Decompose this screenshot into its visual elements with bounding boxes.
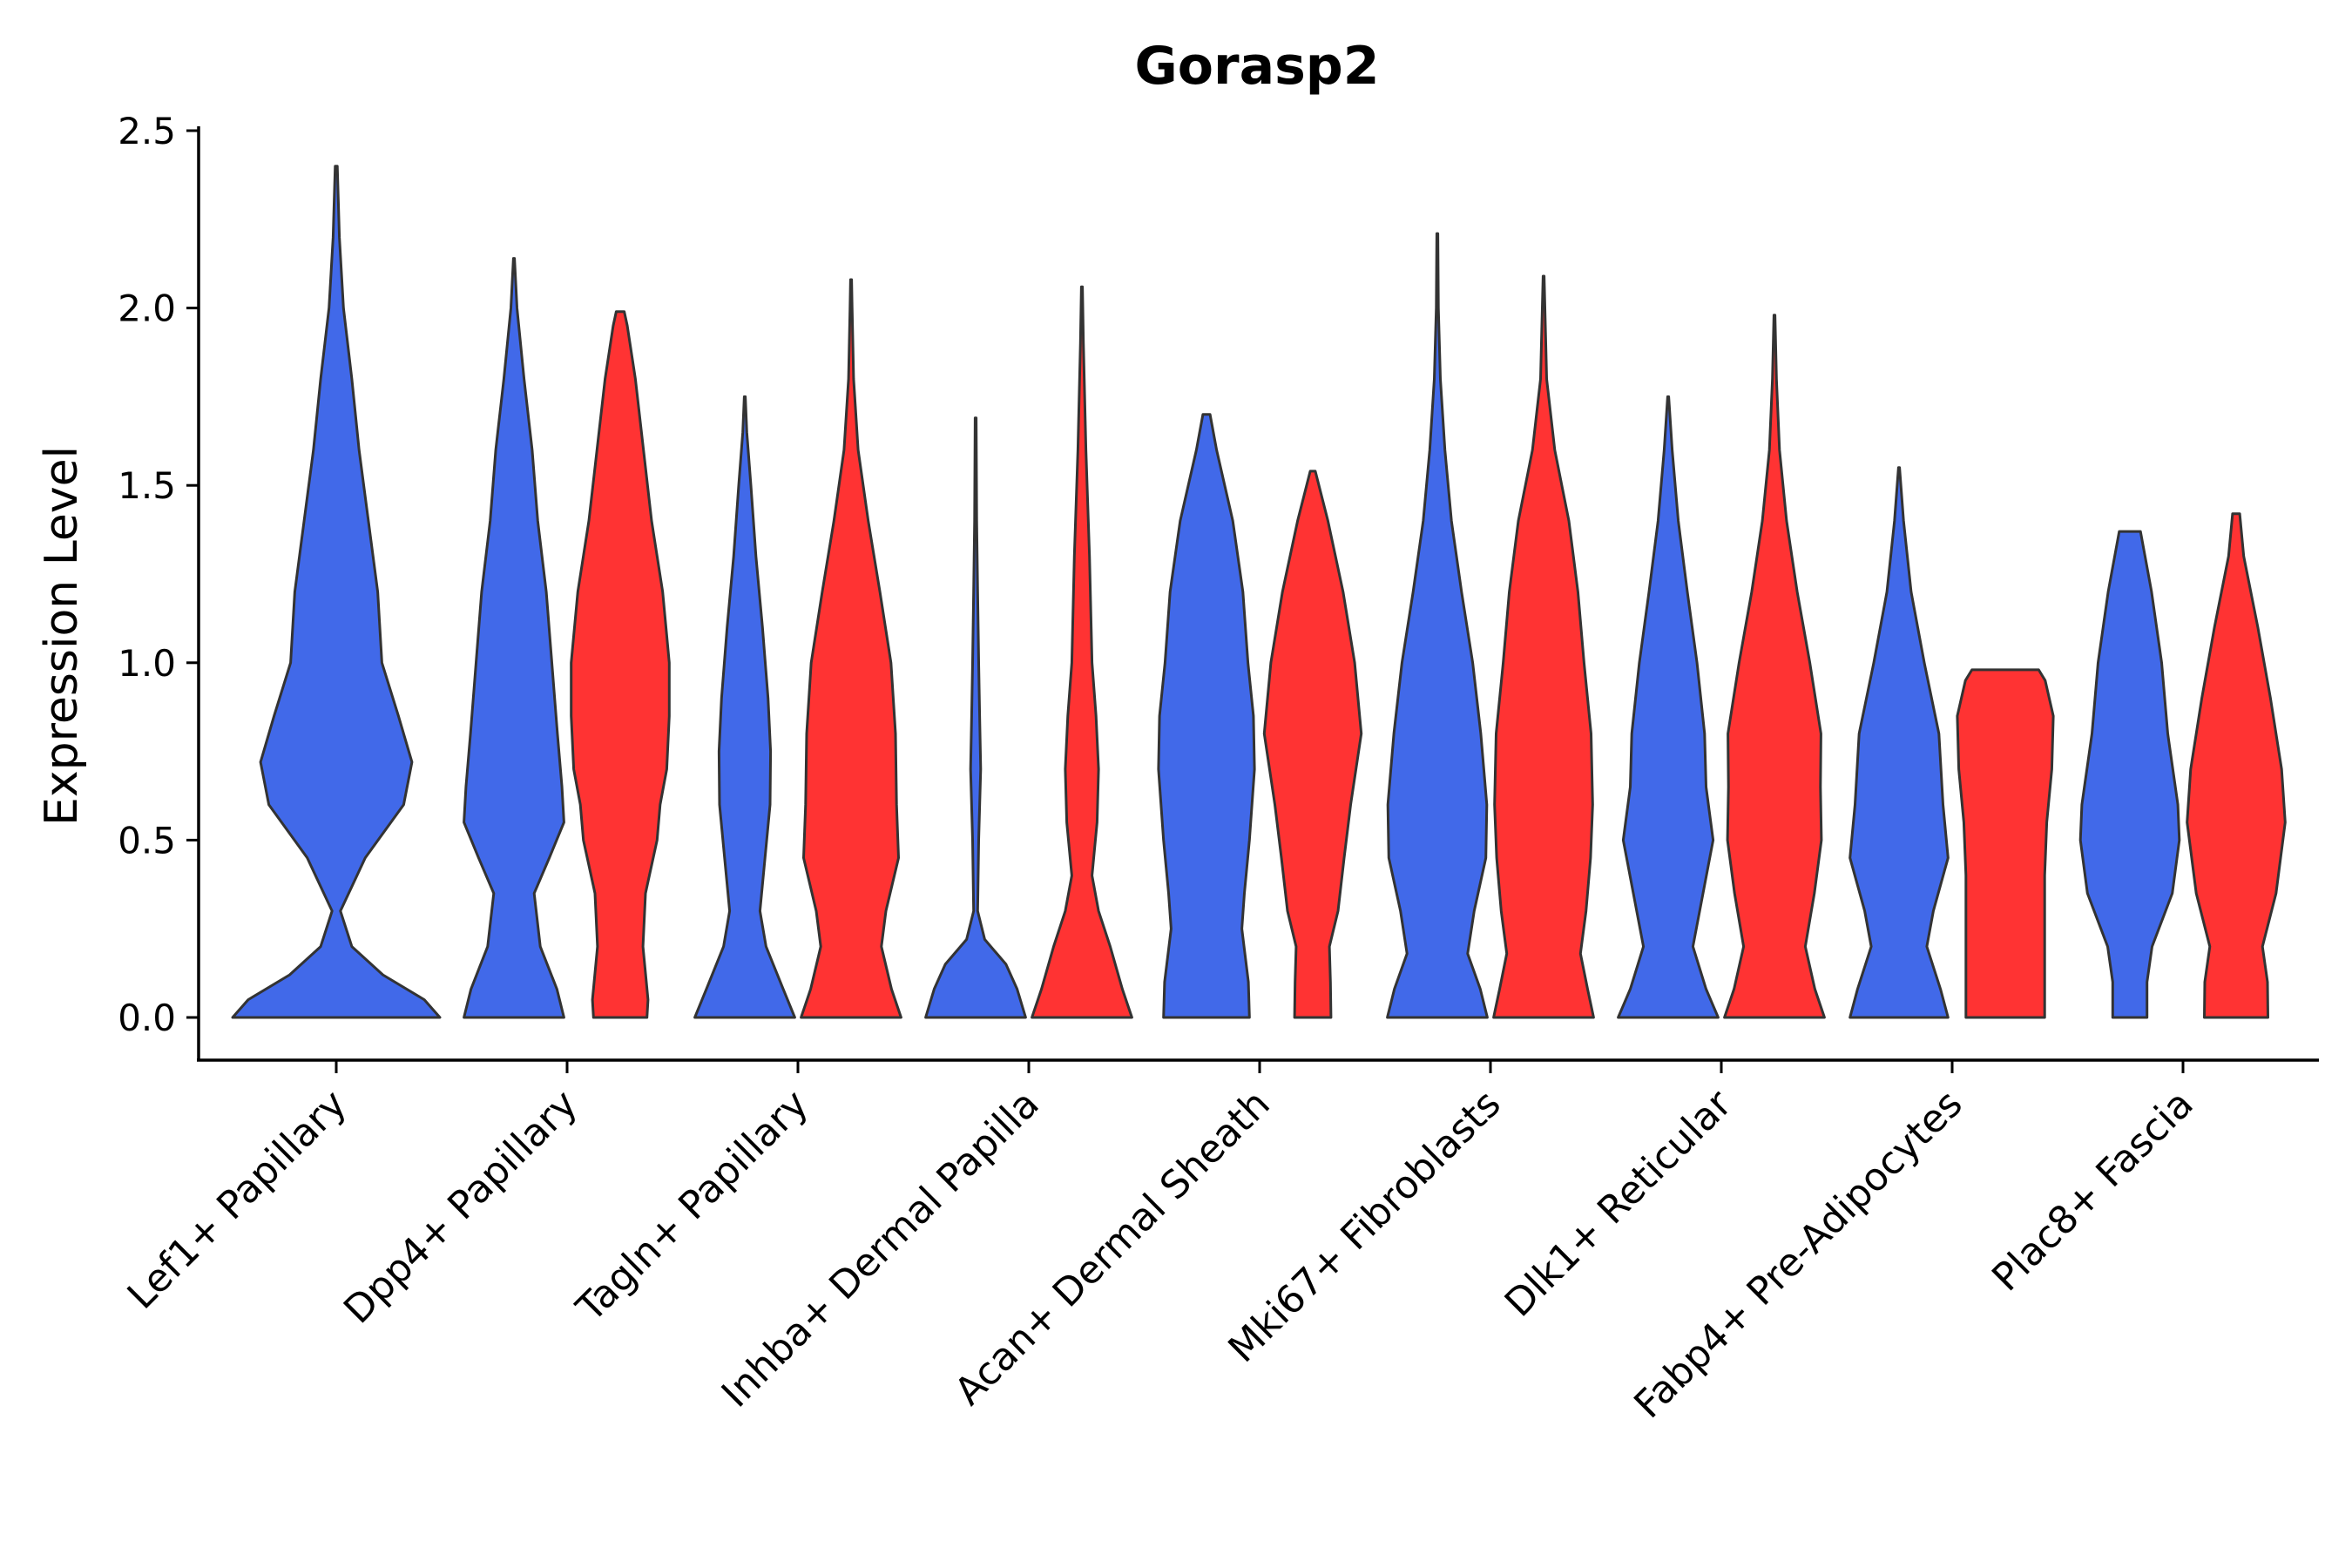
violin-blue-8	[1848, 466, 1950, 1019]
violin-blue-1	[231, 165, 442, 1019]
violin-blue-2	[463, 257, 565, 1019]
violin-red-2	[570, 310, 671, 1019]
y-tick-label: 2.0	[118, 287, 176, 330]
chart-title: Gorasp2	[1135, 36, 1380, 97]
violin-red-5	[1262, 470, 1363, 1019]
violin-blue-9	[2078, 530, 2181, 1019]
violin-red-7	[1723, 314, 1826, 1019]
x-tick-label: Dpp4+ Papillary	[335, 1082, 586, 1333]
x-tick-label: Tagln+ Papillary	[568, 1082, 817, 1331]
violin-blue-5	[1157, 413, 1256, 1019]
x-tick-label: Lef1+ Papillary	[119, 1082, 355, 1318]
y-tick-label: 2.5	[118, 110, 176, 152]
violin-red-4	[1031, 285, 1133, 1019]
y-tick-label: 1.5	[118, 464, 176, 507]
y-tick-label: 0.5	[118, 819, 176, 862]
violin-blue-3	[693, 395, 796, 1019]
axes	[197, 126, 2319, 1062]
violin-blue-7	[1617, 395, 1720, 1019]
violin-red-3	[800, 278, 902, 1019]
violin-blue-4	[924, 416, 1027, 1019]
violin-red-8	[1956, 668, 2055, 1019]
y-tick-label: 1.0	[118, 642, 176, 685]
y-axis-label: Expression Level	[36, 446, 88, 826]
violin-red-6	[1492, 274, 1595, 1019]
y-ticks: 0.0 0.5 1.0 1.5 2.0 2.5	[118, 110, 199, 1039]
violin-red-9	[2186, 512, 2287, 1019]
violin-blue-6	[1386, 232, 1489, 1019]
x-tick-label: Dlk1+ Reticular	[1497, 1081, 1741, 1326]
y-tick-label: 0.0	[118, 997, 176, 1039]
x-tick-label: Plac8+ Fascia	[1984, 1082, 2202, 1301]
violin-series	[231, 165, 2287, 1019]
